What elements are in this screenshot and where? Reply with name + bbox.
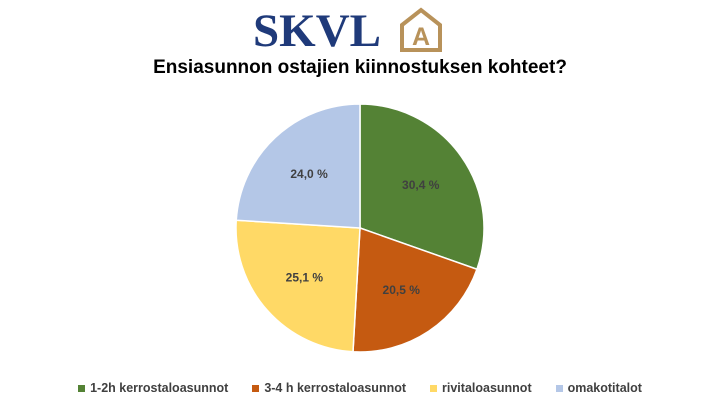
- legend-item-1: 1-2h kerrostaloasunnot: [78, 381, 228, 395]
- legend-item-3: rivitaloasunnot: [430, 381, 532, 395]
- legend-label: rivitaloasunnot: [442, 381, 532, 395]
- legend-label: omakotitalot: [567, 381, 642, 395]
- pie-slice-3: [235, 219, 361, 353]
- legend-swatch: [78, 384, 86, 392]
- legend-item-2: 3-4 h kerrostaloasunnot: [252, 381, 406, 395]
- legend-label: 1-2h kerrostaloasunnot: [90, 381, 229, 395]
- legend-label: 3-4 h kerrostaloasunnot: [264, 381, 407, 395]
- pie-slice-label-2: 20,5 %: [383, 283, 421, 297]
- legend-item-4: omakotitalot: [555, 381, 642, 395]
- pie-slice-label-1: 30,4 %: [402, 178, 440, 192]
- logo-wordmark: SKVL: [253, 6, 381, 52]
- logo-badge-letter: A: [412, 23, 430, 51]
- legend-swatch: [430, 384, 438, 392]
- pie-slice-4: [235, 103, 361, 229]
- legend-swatch: [555, 384, 563, 392]
- pie-slice-label-4: 24,0 %: [290, 167, 328, 181]
- logo-house-icon: A: [400, 7, 442, 52]
- chart-title: Ensiasunnon ostajien kiinnostuksen kohte…: [153, 57, 567, 78]
- chart-legend: 1-2h kerrostaloasunnot 3-4 h kerrostaloas…: [0, 381, 720, 395]
- pie-slice-1: [359, 103, 485, 271]
- skvl-logo: SKVL A: [253, 6, 442, 52]
- legend-swatch: [252, 384, 260, 392]
- pie-chart: 30,4 % 20,5 % 25,1 % 24,0 %: [235, 103, 485, 353]
- pie-slice-2: [352, 226, 478, 353]
- pie-slice-label-3: 25,1 %: [286, 270, 324, 284]
